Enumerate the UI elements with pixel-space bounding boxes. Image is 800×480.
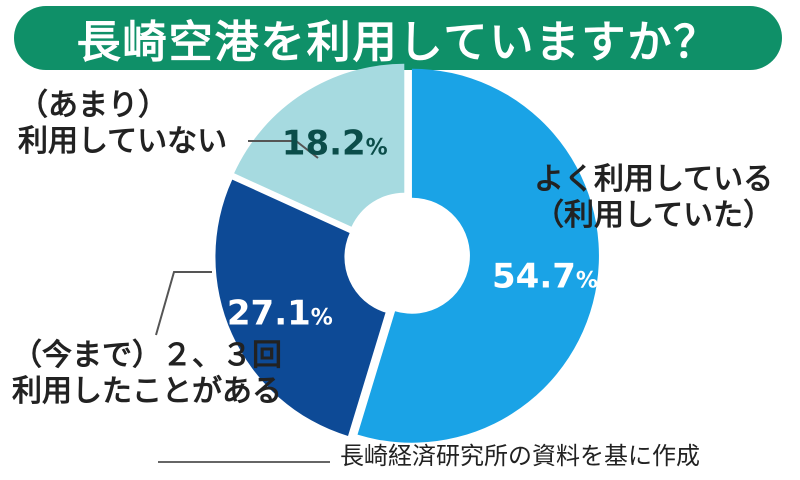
- label-few-times-line1: （今まで）２、３回: [12, 338, 282, 373]
- label-few-times-line2: 利用したことがある: [12, 374, 282, 409]
- leader-line-few-times: [155, 271, 212, 336]
- pct-frequent: 54.7%: [492, 257, 598, 297]
- slice-few-times: [215, 179, 386, 436]
- leader-line-rarely: [248, 140, 319, 159]
- label-frequent-line1: よく利用している: [534, 162, 774, 197]
- slice-rarely: [234, 63, 405, 227]
- label-rarely-line1: （あまり）: [18, 88, 168, 123]
- label-rarely-line2: 利用していない: [18, 124, 228, 159]
- label-frequent: よく利用している （利用していた）: [534, 162, 773, 234]
- label-few-times: （今まで）２、３回 利用したことがある: [12, 338, 282, 410]
- label-frequent-line2: （利用していた）: [534, 198, 774, 233]
- label-rarely: （あまり） 利用していない: [18, 88, 227, 160]
- source-divider: [158, 461, 330, 463]
- pct-rarely: 18.2%: [282, 124, 388, 164]
- slice-frequent: [357, 68, 599, 443]
- source-note: 長崎経済研究所の資料を基に作成: [340, 442, 700, 470]
- pct-few-times: 27.1%: [227, 293, 333, 333]
- chart-title: 長崎空港を利用していますか？: [14, 6, 782, 70]
